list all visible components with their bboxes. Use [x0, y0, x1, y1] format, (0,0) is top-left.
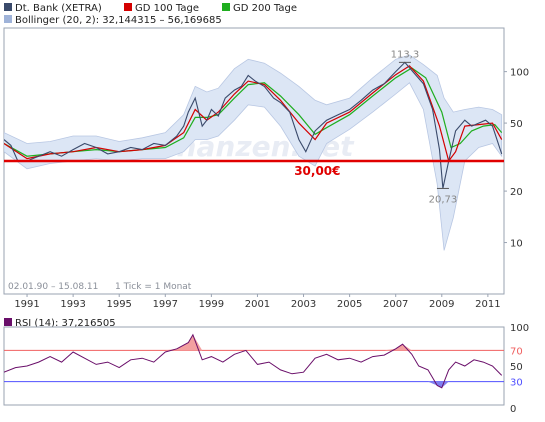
x-tick-label: 2003 — [291, 299, 316, 310]
legend-swatch-bollinger — [4, 15, 12, 23]
x-tick-label: 1991 — [14, 299, 39, 310]
legend-label-bollinger: Bollinger (20, 2): 32,144315 – 56,169685 — [15, 15, 222, 26]
rsi-legend-label: RSI (14): 37,216505 — [15, 318, 116, 329]
support-label: 30,00€ — [294, 164, 340, 178]
legend-swatch-gd100 — [124, 3, 132, 11]
bollinger-band — [4, 54, 503, 251]
rsi-legend: RSI (14): 37,216505 — [4, 318, 116, 329]
y-tick-label: 50 — [510, 119, 523, 130]
legend-label-price: Dt. Bank (XETRA) — [15, 3, 102, 14]
x-tick-label: 2005 — [337, 299, 362, 310]
x-tick-label: 2001 — [245, 299, 270, 310]
x-tick-label: 1995 — [106, 299, 131, 310]
legend-label-gd100: GD 100 Tage — [135, 3, 199, 14]
rsi-plot-frame — [3, 326, 505, 406]
rsi-y-tick-label: 0 — [510, 404, 516, 415]
annotation-high-label: 113,3 — [391, 49, 420, 60]
x-tick-label: 1999 — [199, 299, 224, 310]
rsi-y-axis: 100 70 50 30 0 — [510, 323, 529, 415]
rsi-legend-swatch — [4, 318, 12, 326]
rsi-y-tick-label: 30 — [510, 378, 523, 389]
x-tick-label: 2007 — [383, 299, 408, 310]
rsi-y-tick-label: 50 — [510, 362, 523, 373]
x-tick-label: 1993 — [60, 299, 85, 310]
legend: Dt. Bank (XETRA) GD 100 Tage GD 200 Tage… — [4, 3, 297, 26]
main-x-axis: 1991 1993 1995 1997 1999 2001 2003 2005 2007 2009… — [14, 294, 501, 310]
legend-swatch-gd200 — [222, 3, 230, 11]
x-tick-label: 1997 — [153, 299, 178, 310]
rsi-series-layer — [4, 333, 504, 389]
rsi-series-line — [4, 333, 503, 389]
rsi-y-tick-label: 70 — [510, 346, 523, 357]
tick-info-text: 1 Tick = 1 Monat — [115, 282, 192, 292]
main-y-axis: 100 50 20 10 — [504, 68, 529, 250]
date-range-text: 02.01.90 – 15.08.11 — [8, 282, 98, 292]
y-tick-label: 10 — [510, 239, 523, 250]
series-line-price — [4, 61, 503, 189]
legend-label-gd200: GD 200 Tage — [233, 3, 297, 14]
y-tick-label: 20 — [510, 187, 523, 198]
x-tick-label: 2011 — [475, 299, 500, 310]
x-tick-label: 2009 — [429, 299, 454, 310]
annotation-low-label: 20,73 — [429, 194, 458, 205]
y-tick-label: 100 — [510, 68, 529, 79]
main-series-layer — [4, 54, 504, 251]
rsi-y-tick-label: 100 — [510, 323, 529, 334]
legend-swatch-price — [4, 3, 12, 11]
